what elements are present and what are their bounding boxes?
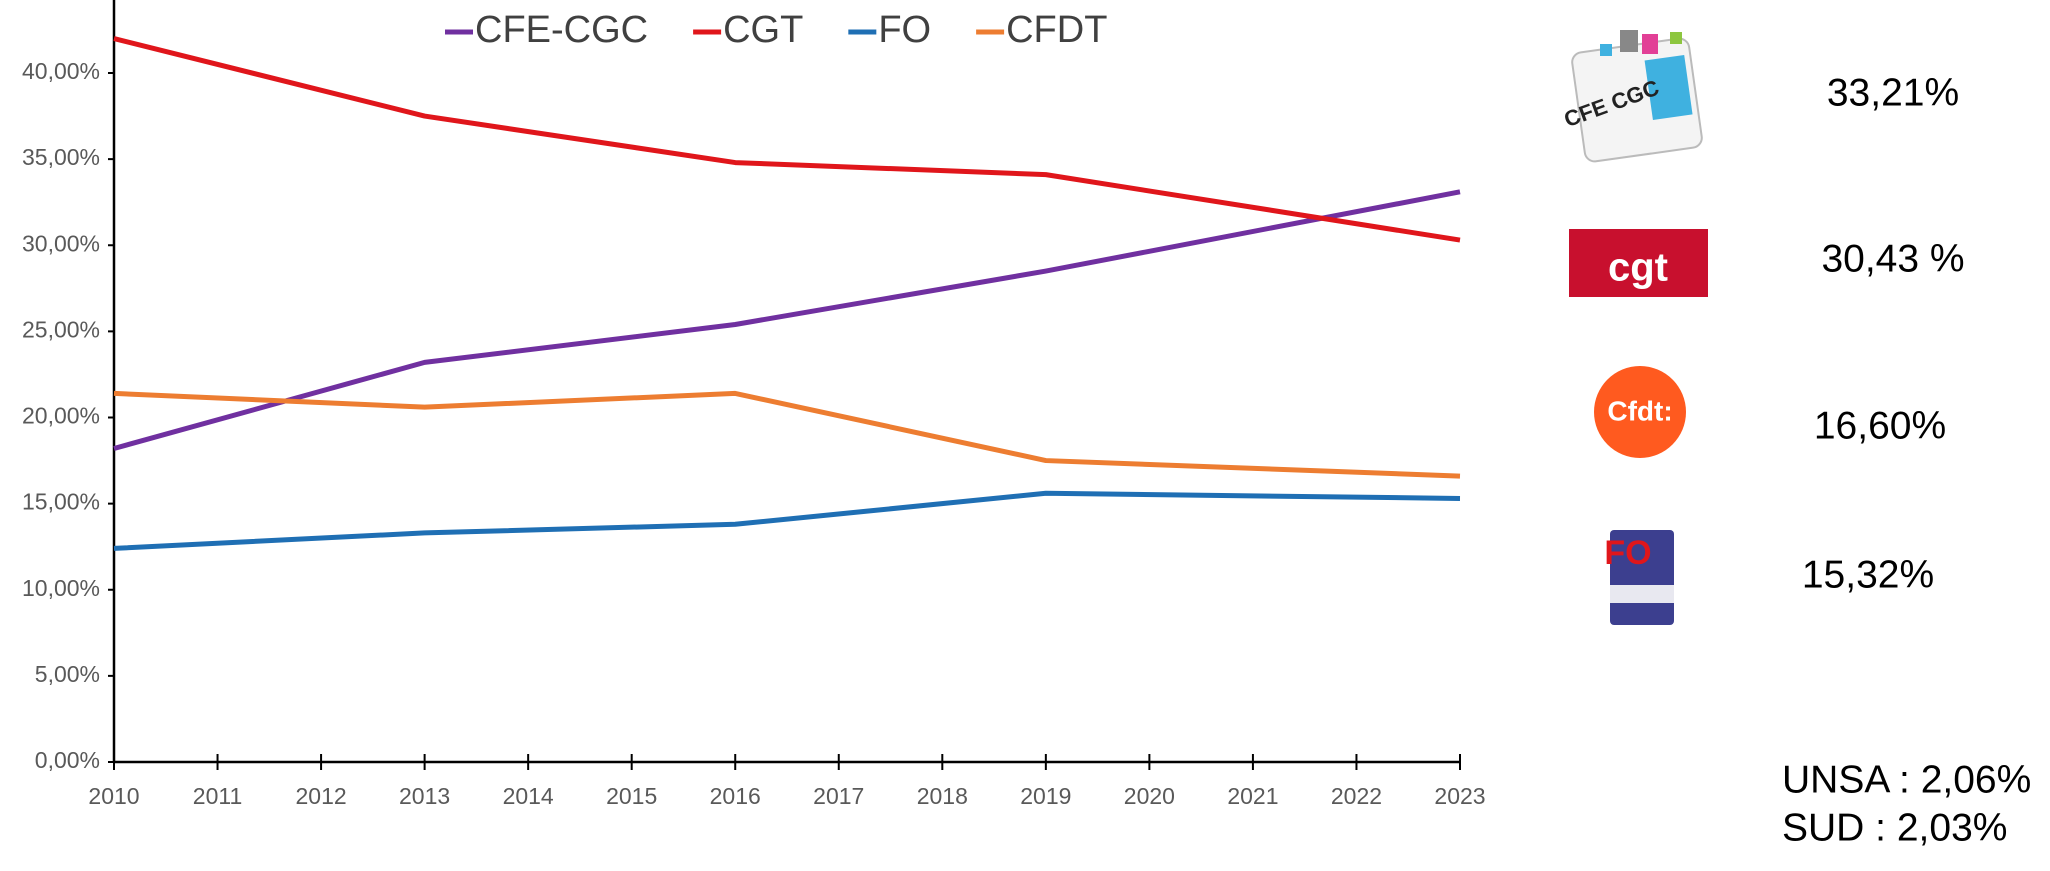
- y-tick-label: 25,00%: [22, 316, 100, 342]
- logo-cfdt: Cfdt:: [1594, 366, 1686, 458]
- logo-text: Cfdt:: [1607, 395, 1672, 426]
- logo-text: cgt: [1608, 246, 1668, 290]
- legend-label: CGT: [723, 9, 803, 51]
- x-tick-label: 2020: [1124, 783, 1175, 809]
- x-tick-label: 2014: [503, 783, 554, 809]
- y-tick-label: 30,00%: [22, 230, 100, 256]
- x-tick-label: 2023: [1434, 783, 1485, 809]
- line: [113, 36, 1461, 243]
- y-tick-label: 40,00%: [22, 58, 100, 84]
- x-tick-label: 2019: [1020, 783, 1071, 809]
- x-tick-label: 2016: [710, 783, 761, 809]
- x-tick-label: 2011: [193, 783, 242, 809]
- y-tick-label: 0,00%: [35, 747, 100, 773]
- x-tick-label: 2013: [399, 783, 450, 809]
- line: [113, 490, 1461, 551]
- y-tick-label: 5,00%: [35, 661, 100, 687]
- result-value: 16,60%: [1814, 404, 1946, 447]
- result-value: 15,32%: [1802, 553, 1934, 596]
- x-tick-label: 2010: [88, 783, 139, 809]
- logo-cgt: cgt: [1569, 229, 1708, 297]
- other-result: SUD : 2,03%: [1782, 806, 2007, 849]
- x-tick-label: 2012: [295, 783, 346, 809]
- x-tick-label: 2017: [813, 783, 864, 809]
- line: [113, 390, 1461, 479]
- y-tick-label: 15,00%: [22, 489, 100, 515]
- legend-label: FO: [878, 9, 931, 51]
- x-tick-label: 2022: [1331, 783, 1382, 809]
- x-tick-label: 2021: [1227, 783, 1278, 809]
- y-tick-label: 20,00%: [22, 403, 100, 429]
- legend-label: CFE-CGC: [475, 9, 648, 51]
- x-tick-label: 2018: [917, 783, 968, 809]
- legend-label: CFDT: [1006, 9, 1107, 51]
- y-tick-label: 10,00%: [22, 575, 100, 601]
- result-value: 33,21%: [1827, 71, 1959, 114]
- other-result: UNSA : 2,06%: [1782, 758, 2031, 801]
- logo-fo: FO: [1604, 530, 1674, 625]
- result-value: 30,43 %: [1821, 237, 1964, 280]
- x-tick-label: 2015: [606, 783, 657, 809]
- logo-text: FO: [1604, 534, 1651, 572]
- line: [113, 189, 1461, 451]
- y-tick-label: 35,00%: [22, 144, 100, 170]
- logo-cfe-cgc: CFE CGC: [1561, 30, 1703, 163]
